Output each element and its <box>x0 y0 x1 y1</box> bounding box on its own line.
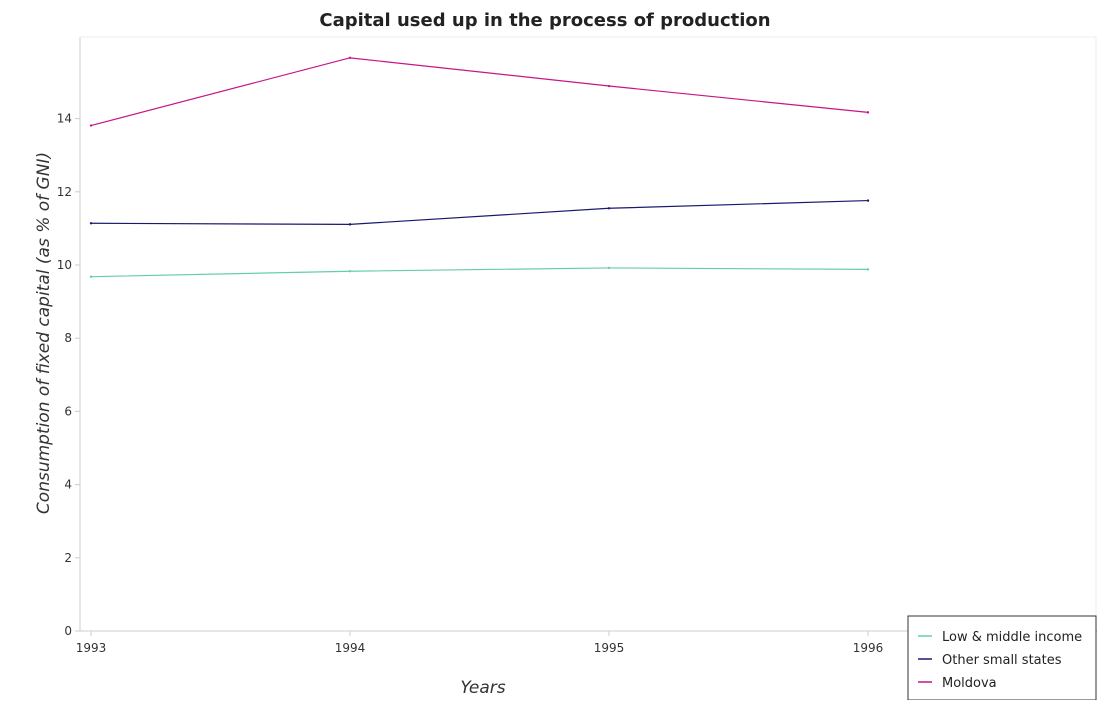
y-tick-label: 8 <box>64 331 72 345</box>
data-point <box>89 275 93 278</box>
x-tick-label: 1994 <box>335 641 366 655</box>
data-point <box>607 207 611 210</box>
y-tick-label: 0 <box>64 624 72 638</box>
series-line-0 <box>90 267 869 278</box>
x-tick-label: 1995 <box>594 641 625 655</box>
y-tick-label: 4 <box>64 478 72 492</box>
y-tick-label: 10 <box>57 258 72 272</box>
legend-label: Moldova <box>942 676 997 691</box>
chart-title: Capital used up in the process of produc… <box>319 10 770 31</box>
data-point <box>89 124 93 127</box>
legend-label: Other small states <box>942 653 1062 668</box>
y-tick-label: 2 <box>64 551 72 565</box>
series-line-2 <box>90 57 869 127</box>
x-axis-title: Years <box>460 678 505 698</box>
data-point <box>348 56 352 60</box>
y-axis-ticks: 0 2 4 6 8 10 12 14 <box>57 112 80 638</box>
legend-box <box>907 615 1097 701</box>
data-point <box>348 270 352 273</box>
data-point <box>89 222 93 225</box>
y-tick-label: 12 <box>57 185 72 199</box>
x-axis-ticks: 1993 1994 1995 1996 <box>76 631 884 655</box>
series-line-1 <box>90 199 869 225</box>
x-tick-label: 1996 <box>853 641 884 655</box>
data-point <box>607 266 611 270</box>
legend: Low & middle income Other small states Mol… <box>907 615 1097 701</box>
data-point <box>866 268 870 271</box>
y-axis-title: Consumption of fixed capital (as % of GN… <box>34 152 54 514</box>
legend-label: Low & middle income <box>942 630 1082 645</box>
data-point <box>866 111 870 114</box>
x-tick-label: 1993 <box>76 641 107 655</box>
y-tick-label: 14 <box>57 112 72 126</box>
series-layer <box>89 56 870 278</box>
plot-area <box>80 37 1097 631</box>
y-tick-label: 6 <box>64 404 72 418</box>
data-point <box>348 223 352 226</box>
data-point <box>607 84 611 88</box>
data-point <box>866 199 870 202</box>
